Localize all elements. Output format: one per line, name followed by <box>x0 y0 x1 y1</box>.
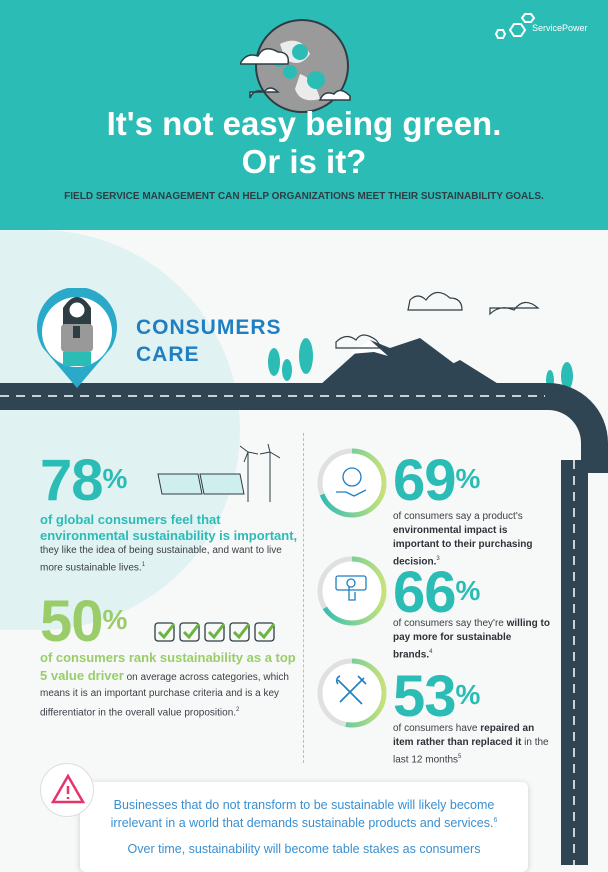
stat-50-lead: of consumers rank sustainability as a to… <box>40 650 296 683</box>
ring-fill <box>317 658 387 728</box>
globe-trees-illustration <box>240 19 351 113</box>
wrench-screwdriver-icon <box>335 675 367 705</box>
progress-ring-69 <box>317 448 387 518</box>
map-pin-woman-illustration <box>37 288 117 388</box>
servicepower-logo <box>494 13 536 39</box>
callout-box: Businesses that do not transform to be s… <box>80 782 528 872</box>
money-hand-icon <box>335 575 367 601</box>
stat-78-lead: of global consumers feel that environmen… <box>40 512 298 543</box>
stat-66-text: of consumers say they're willing to pay … <box>393 618 550 661</box>
column-divider <box>303 433 304 763</box>
stat-50-value: 50% <box>40 589 127 654</box>
stat-69-value: 69% <box>393 448 480 513</box>
stat-53-text: of consumers have repaired an item rathe… <box>393 723 549 766</box>
ring-fill <box>317 448 387 518</box>
page-title: It's not easy being green. Or is it? <box>106 105 502 180</box>
road-dashes-vertical <box>573 460 575 865</box>
checkboxes-icon <box>154 622 276 642</box>
stat-66-value: 66% <box>393 560 480 625</box>
callout-p2: Over time, sustainability will become ta… <box>127 842 481 857</box>
progress-ring-66 <box>317 556 387 626</box>
stat-78-value: 78% <box>40 448 127 513</box>
globe-hand-icon <box>336 467 367 497</box>
callout-p1: Businesses that do not transform to be s… <box>110 798 498 831</box>
mountains-clouds-illustration <box>268 291 573 390</box>
section-title: CONSUMERS CARE <box>136 316 282 366</box>
stat-78-text: of global consumers feel that environmen… <box>40 512 298 575</box>
stat-69-text: of consumers say a product's environment… <box>393 511 533 568</box>
stat-53-value: 53% <box>393 664 480 729</box>
warning-badge <box>40 763 94 817</box>
stat-78-body: they like the idea of being sustainable,… <box>40 545 282 574</box>
solar-panels-wind-turbines-icon <box>157 444 280 502</box>
warning-icon <box>50 773 86 804</box>
logo-text: ServicePower <box>532 23 588 33</box>
stat-50-text: of consumers rank sustainability as a to… <box>40 650 296 719</box>
stat-50-body: on average across categories, which mean… <box>40 672 289 719</box>
ring-fill <box>317 556 387 626</box>
page-subtitle: FIELD SERVICE MANAGEMENT CAN HELP ORGANI… <box>64 191 544 202</box>
road-dashes <box>0 395 545 397</box>
